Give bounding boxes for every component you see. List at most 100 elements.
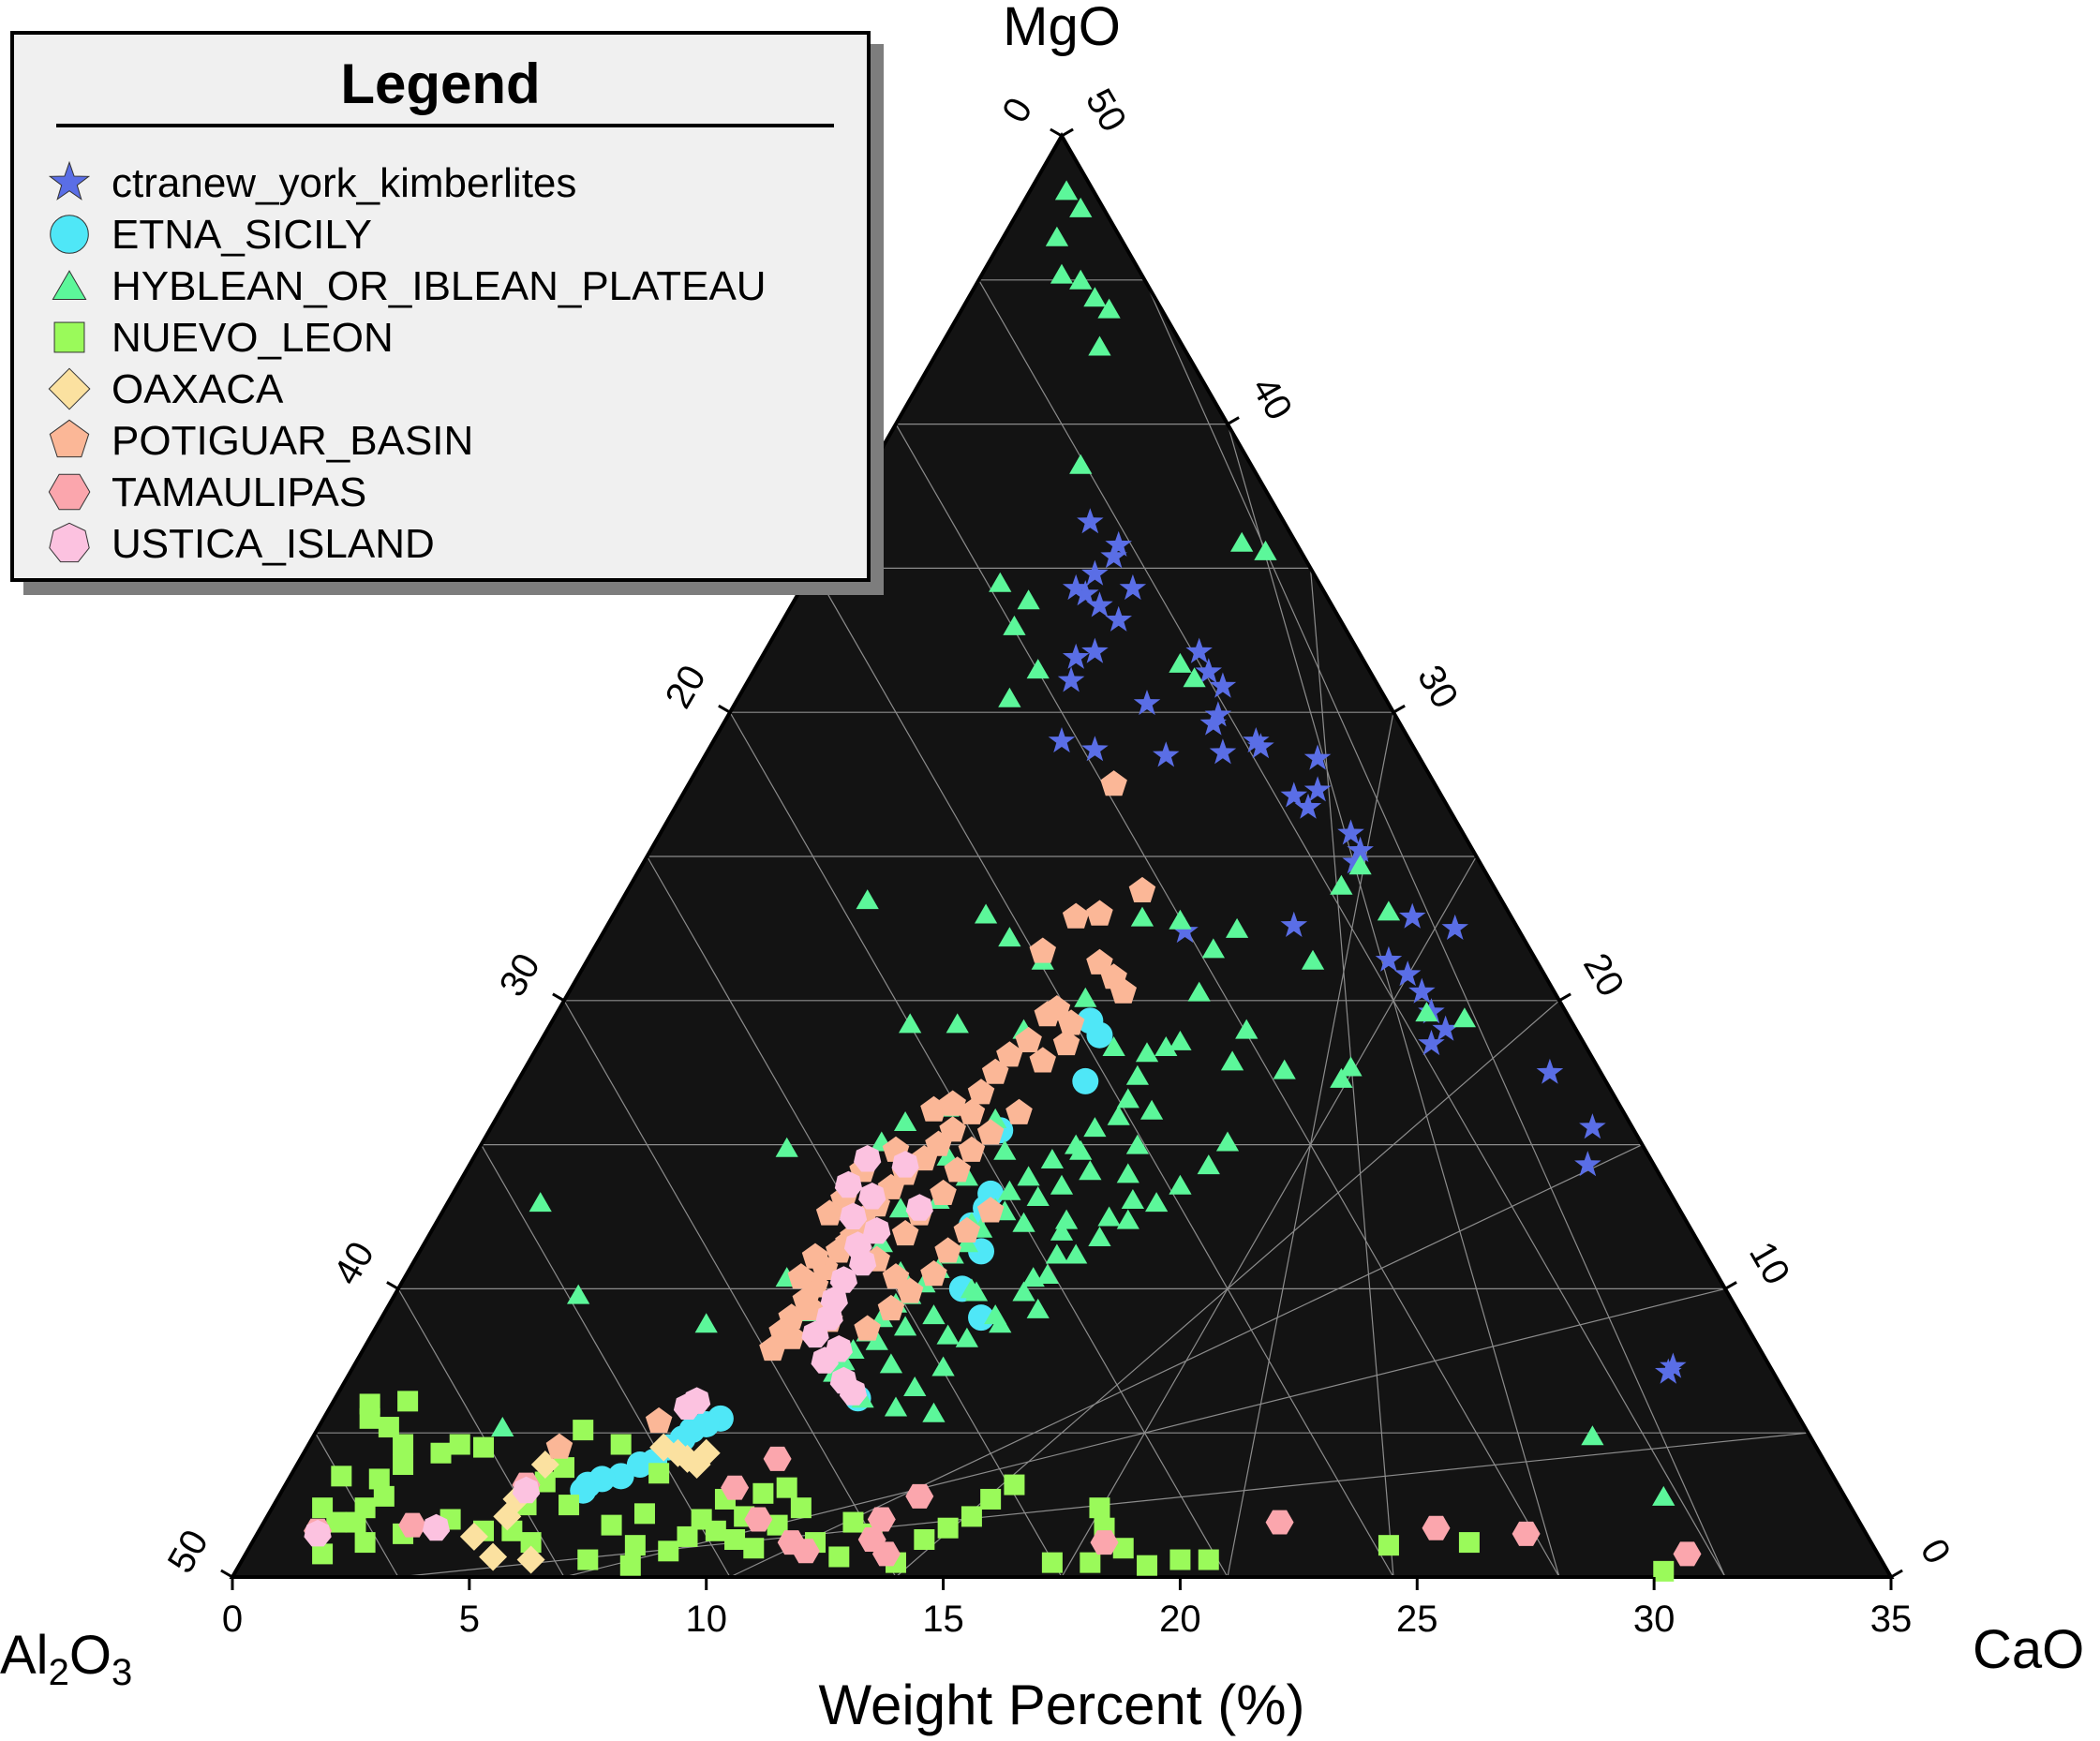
data-point <box>491 1417 514 1436</box>
data-point <box>1303 744 1332 770</box>
data-point <box>1432 1015 1459 1041</box>
data-point <box>801 1320 829 1348</box>
data-points <box>304 180 1702 1582</box>
data-point <box>577 1549 599 1570</box>
data-point <box>1035 1264 1059 1284</box>
data-point <box>393 1454 414 1476</box>
data-point <box>1086 1021 1113 1049</box>
data-point <box>1062 643 1090 669</box>
data-point <box>1097 1206 1121 1227</box>
bottom-tick-label: 15 <box>922 1599 964 1640</box>
data-point <box>1125 1064 1149 1085</box>
bottom-tick-label: 35 <box>1870 1599 1913 1640</box>
data-point <box>1086 591 1113 618</box>
data-point <box>1062 573 1090 601</box>
data-point <box>1185 637 1213 663</box>
legend-marker <box>53 321 85 353</box>
data-point <box>1171 917 1199 944</box>
data-point <box>856 889 879 910</box>
left-tick-label: 50 <box>160 1524 216 1581</box>
right-tick-label: 0 <box>1913 1532 1959 1570</box>
data-point <box>1243 727 1270 753</box>
data-point <box>776 1477 797 1498</box>
data-point <box>871 1541 901 1567</box>
data-point <box>393 1434 414 1455</box>
bottom-tick-label: 25 <box>1396 1599 1438 1640</box>
data-point <box>1034 1001 1062 1027</box>
data-point <box>479 1542 508 1571</box>
data-point <box>936 1324 960 1345</box>
data-point <box>529 1192 552 1213</box>
data-point <box>534 1471 556 1493</box>
data-point <box>925 1130 952 1156</box>
data-point <box>624 1535 646 1556</box>
right-tick-label: 40 <box>1244 370 1300 427</box>
right-tick-mark <box>1558 992 1571 1003</box>
data-point <box>899 1013 922 1034</box>
data-point <box>790 1497 812 1519</box>
data-point <box>839 1202 868 1229</box>
left-tick-label: 40 <box>326 1235 382 1292</box>
data-point <box>877 1173 905 1199</box>
data-point <box>744 1507 773 1532</box>
data-point <box>877 1294 905 1321</box>
data-point <box>1330 1067 1353 1088</box>
data-point <box>839 1378 868 1406</box>
data-point <box>1105 605 1132 632</box>
data-point <box>1378 1535 1399 1556</box>
right-tick-mark <box>1724 1281 1737 1290</box>
legend-item: HYBLEAN_OR_IBLEAN_PLATEAU <box>14 260 867 312</box>
data-point <box>694 1313 718 1333</box>
data-point <box>1187 981 1211 1002</box>
data-point <box>326 1511 348 1533</box>
data-point <box>958 1136 986 1162</box>
legend-marker <box>48 473 91 511</box>
data-point <box>1204 701 1232 727</box>
data-point <box>828 1546 850 1568</box>
data-point <box>1195 658 1222 684</box>
data-point <box>922 1304 946 1325</box>
data-point <box>1069 269 1093 290</box>
legend-label: POTIGUAR_BASIN <box>112 418 474 464</box>
data-point <box>1415 1002 1438 1022</box>
series-TAMAULIPAS <box>304 1446 1702 1567</box>
bottom-tick-label: 30 <box>1633 1599 1676 1640</box>
data-point <box>976 1119 1005 1145</box>
data-point <box>759 1335 786 1362</box>
bottom-tick-label: 20 <box>1159 1599 1201 1640</box>
data-point <box>1422 1515 1451 1540</box>
data-point <box>854 1145 882 1172</box>
data-point <box>397 1391 419 1412</box>
data-point <box>1153 741 1180 767</box>
data-point <box>601 1514 622 1536</box>
data-point <box>1081 637 1109 663</box>
data-point <box>1069 197 1093 217</box>
data-point <box>1330 874 1353 895</box>
data-point <box>998 1180 1021 1200</box>
data-point <box>1209 672 1237 698</box>
data-point <box>1342 848 1369 874</box>
data-point <box>1199 709 1228 736</box>
left-tick-label: 20 <box>658 659 714 716</box>
legend-title: Legend <box>340 52 541 115</box>
data-point <box>430 1442 452 1464</box>
data-point <box>619 1555 641 1576</box>
data-point <box>1119 573 1147 601</box>
data-point <box>1086 900 1113 926</box>
legend-divider <box>56 124 834 127</box>
right-tick-label: 50 <box>1078 82 1134 140</box>
data-point <box>1105 530 1132 557</box>
data-point <box>996 1041 1023 1067</box>
data-point <box>976 1197 1005 1223</box>
data-point <box>626 1451 653 1479</box>
data-point <box>998 927 1021 947</box>
data-point <box>905 1483 934 1509</box>
data-point <box>1003 615 1026 635</box>
data-point <box>829 1266 857 1293</box>
data-point <box>1088 335 1111 356</box>
triangle-icon <box>52 270 87 300</box>
data-point <box>1418 1029 1445 1056</box>
data-point <box>1254 540 1277 560</box>
data-point <box>953 1216 981 1243</box>
right-tick-mark <box>1227 416 1240 425</box>
